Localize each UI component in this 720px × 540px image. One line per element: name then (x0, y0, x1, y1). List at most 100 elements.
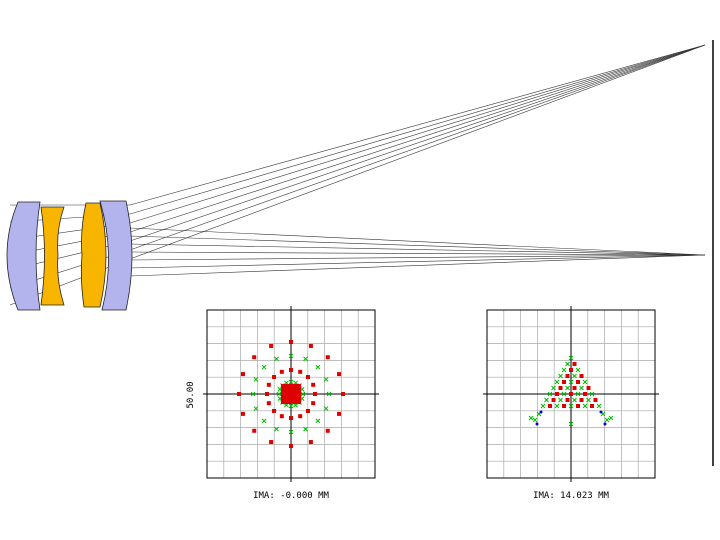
spot-point (293, 400, 297, 404)
lens-group (6, 200, 133, 311)
spot-point (281, 392, 285, 396)
spot-point (274, 356, 279, 362)
spot-point (266, 382, 271, 387)
spot-point (604, 417, 610, 423)
spot-point (554, 379, 560, 385)
spot-point (315, 364, 321, 370)
spot-point (313, 392, 317, 396)
ray (129, 44, 706, 251)
spot-point (337, 411, 342, 416)
field-label: IMA: 14.023 MM (533, 491, 609, 501)
spot-point (305, 375, 310, 380)
spot-point (279, 369, 284, 374)
spot-point (289, 384, 293, 388)
spot-point (240, 411, 245, 416)
spot-point (544, 397, 549, 403)
spot-point (608, 415, 614, 421)
spot-point (599, 410, 603, 414)
spot-point (568, 355, 574, 361)
spot-point (341, 392, 345, 396)
spot-point (266, 401, 271, 406)
spot-point (289, 392, 293, 396)
spot-point (569, 392, 573, 396)
spot-point (303, 356, 308, 362)
spot-point (558, 386, 563, 390)
spot-point (293, 388, 297, 392)
spot-point (589, 391, 595, 397)
spot-point (281, 384, 285, 388)
spot-point (532, 417, 538, 423)
spot-point (539, 410, 543, 414)
spot-point (568, 421, 574, 427)
spot-point (575, 391, 581, 397)
spot-point (572, 362, 577, 366)
lens-element (6, 201, 41, 311)
spot-diagram (203, 306, 379, 482)
spot-point (565, 385, 570, 391)
spot-point (285, 384, 289, 388)
ray (129, 254, 706, 261)
spot-point (565, 374, 570, 378)
spot-point (586, 397, 591, 403)
spot-point (579, 385, 584, 391)
spot-point (289, 400, 293, 404)
spot-point (569, 368, 573, 372)
ray (129, 251, 706, 256)
ray (129, 254, 706, 269)
spot-point (579, 398, 584, 402)
spot-point (561, 391, 567, 397)
spot-point (596, 403, 602, 409)
spot-point (586, 386, 591, 390)
spot-point (315, 418, 321, 424)
spot-point (308, 440, 313, 445)
spot-point (298, 369, 303, 374)
ray (129, 44, 706, 206)
spot-point (289, 416, 293, 420)
spot-point (323, 406, 329, 411)
spot-point (297, 400, 301, 404)
spot-point (285, 396, 289, 400)
scale-label: 50.00 (186, 381, 196, 408)
spot-point (285, 400, 289, 404)
spot-point (297, 396, 301, 400)
spot-point (293, 384, 297, 388)
spot-point (565, 361, 570, 367)
spot-point (576, 404, 580, 408)
field-label: IMA: -0.000 MM (253, 491, 329, 501)
spot-point (551, 385, 556, 391)
spot-point (265, 392, 269, 396)
spot-point (281, 400, 285, 404)
spot-point (240, 372, 245, 377)
spot-point (297, 384, 301, 388)
spot-point (579, 374, 584, 378)
spot-point (305, 408, 310, 413)
spot-point (297, 392, 301, 396)
spot-point (269, 440, 274, 445)
ray (129, 243, 706, 256)
ray (129, 44, 706, 260)
spot-point (582, 379, 588, 385)
spot-point (562, 380, 566, 384)
spot-point (311, 382, 316, 387)
spot-point (289, 444, 293, 448)
spot-point (308, 343, 313, 348)
spot-point (528, 415, 534, 421)
spot-point (293, 392, 297, 396)
spot-point (289, 388, 293, 392)
spot-point (548, 404, 552, 408)
spot-point (303, 426, 308, 432)
ray (129, 44, 706, 242)
ray (129, 235, 706, 256)
spot-point (576, 380, 580, 384)
spot-point (297, 388, 301, 392)
spot-point (311, 401, 316, 406)
spot-point (603, 422, 607, 426)
spot-point (281, 388, 285, 392)
ray (129, 44, 706, 233)
spot-point (253, 377, 259, 382)
spot-point (565, 398, 570, 402)
spot-point (561, 367, 567, 373)
spot-point (535, 422, 539, 426)
spot-point (261, 418, 267, 424)
